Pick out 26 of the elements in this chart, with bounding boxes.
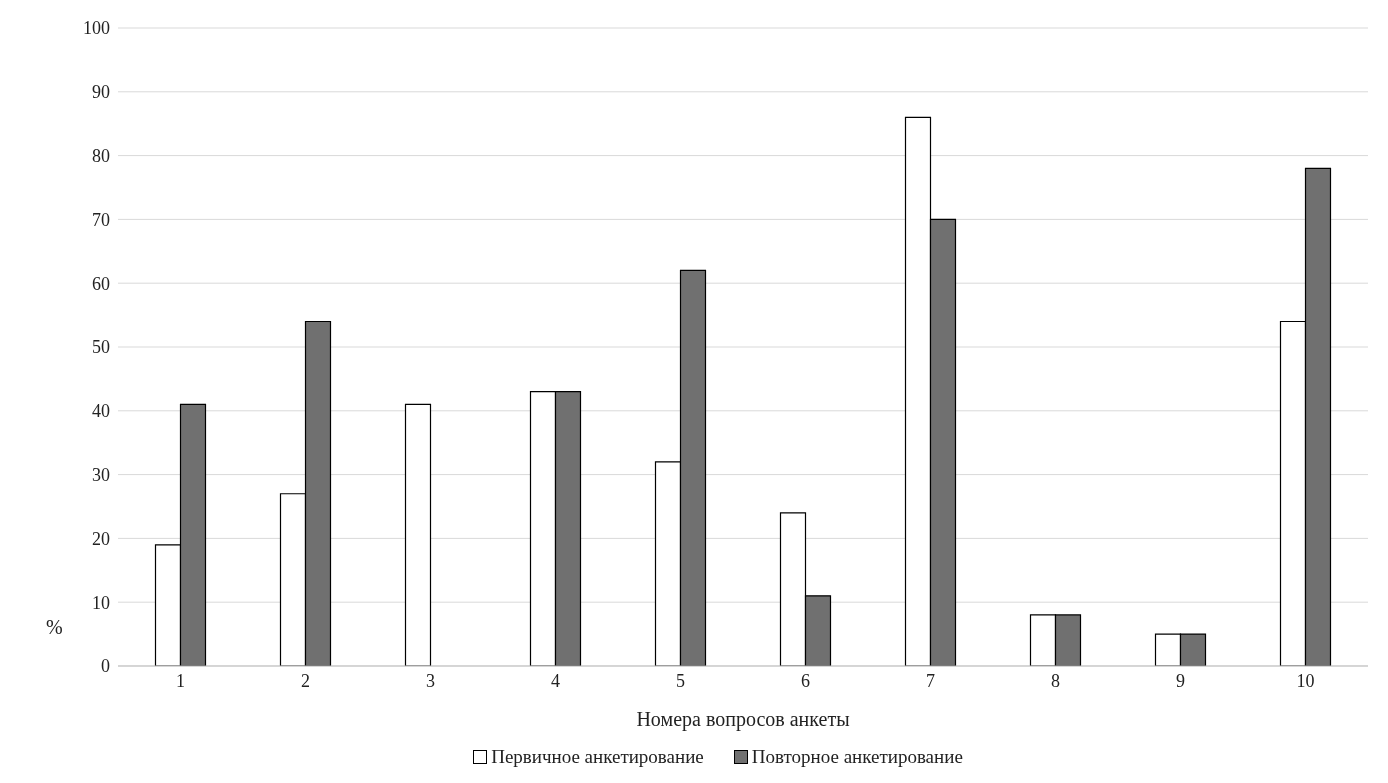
- y-tick-label: 20: [92, 528, 110, 549]
- y-tick-label: 50: [92, 337, 110, 358]
- y-tick-label: 60: [92, 273, 110, 294]
- bar: [404, 403, 432, 666]
- x-tick-label: 4: [551, 670, 560, 691]
- y-tick-label: 0: [101, 656, 110, 677]
- y-tick-label: 10: [92, 592, 110, 613]
- x-axis-title: Номера вопросов анкеты: [636, 708, 850, 731]
- x-tick-label: 7: [926, 670, 935, 691]
- y-tick-label: 90: [92, 82, 110, 103]
- legend-label: Повторное анкетирование: [750, 746, 963, 768]
- y-tick-label: 100: [83, 18, 110, 39]
- x-tick-label: 6: [801, 670, 810, 691]
- y-tick-label: 40: [92, 401, 110, 422]
- legend-label: Первичное анкетирование: [490, 746, 704, 768]
- y-tick-label: 30: [92, 464, 110, 485]
- x-tick-label: 9: [1176, 670, 1185, 691]
- y-axis-title: %: [46, 616, 63, 639]
- y-tick-label: 80: [92, 145, 110, 166]
- x-tick-label: 10: [1296, 670, 1315, 691]
- x-tick-label: 5: [676, 670, 685, 691]
- x-tick-label: 1: [176, 670, 185, 691]
- y-tick-label: 70: [92, 209, 110, 230]
- x-tick-label: 2: [301, 670, 310, 691]
- x-tick-label: 3: [426, 670, 435, 691]
- x-tick-label: 8: [1051, 670, 1060, 691]
